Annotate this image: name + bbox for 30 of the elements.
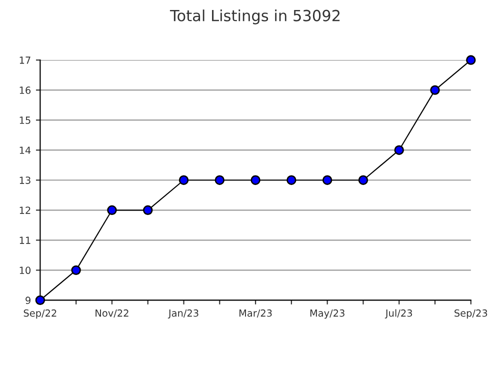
point — [71, 265, 81, 276]
x-tick-label: Jan/23 — [168, 309, 198, 319]
y-tick-label: 9 — [26, 296, 30, 304]
x-tick-label: Sep/23 — [454, 309, 488, 319]
x-tick-label: Jul/23 — [384, 309, 412, 319]
point — [394, 145, 404, 155]
point — [107, 205, 117, 215]
y-tick-label: 14 — [20, 146, 31, 154]
point — [35, 295, 46, 306]
chart-title: Total Listings in 53092 — [170, 10, 340, 24]
y-tick-label: 16 — [20, 86, 31, 94]
point — [214, 175, 225, 185]
x-tick-label: Mar/23 — [239, 309, 272, 318]
x-tick-label: May/23 — [310, 309, 344, 319]
y-tick-label: 15 — [20, 116, 30, 124]
point — [286, 175, 296, 185]
point — [250, 175, 260, 185]
y-tick-label: 17 — [20, 56, 30, 64]
point — [322, 175, 332, 185]
point — [178, 175, 189, 185]
point — [430, 85, 440, 95]
point — [466, 55, 476, 65]
y-tick-label: 11 — [20, 236, 30, 244]
y-tick-label: 12 — [20, 206, 30, 214]
y-tick-label: 13 — [20, 176, 30, 184]
point — [358, 175, 368, 185]
point — [142, 205, 153, 215]
x-tick-label: Nov/22 — [96, 309, 128, 318]
x-tick-label: Sep/22 — [24, 309, 56, 319]
y-tick-label: 10 — [20, 266, 31, 274]
